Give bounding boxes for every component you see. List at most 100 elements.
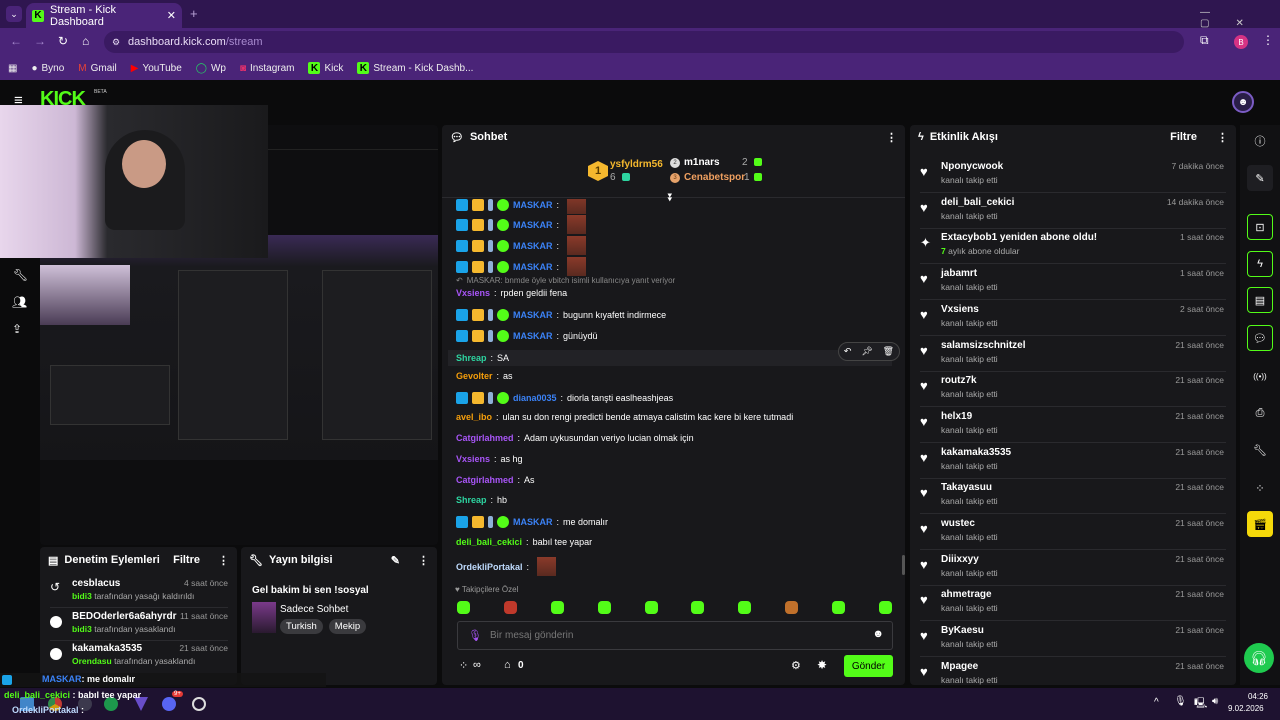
tag[interactable]: Mekip [328,619,367,634]
clock-time[interactable]: 04:26 [1247,692,1268,701]
store-icon[interactable]: ⌂ [504,659,511,671]
broadcast-icon[interactable]: ((•)) [1253,371,1267,381]
menu-icon[interactable]: ⋮ [1262,33,1274,47]
emote-button[interactable] [550,601,564,614]
emote-button[interactable] [785,601,799,614]
chat-username[interactable]: deli_bali_cekici [456,537,523,547]
hamburger-menu-icon[interactable]: ≡ [14,92,23,109]
chat-message[interactable]: ↶ MASKAR: bnmde öyle vbitch isimli kulla… [456,276,675,285]
bookmark-youtube[interactable]: ▶ YouTube [131,63,182,74]
chat-username[interactable]: MASKAR [513,517,553,527]
users-icon[interactable]: 👥︎ [12,295,28,309]
chat-message[interactable]: MASKAR: [456,199,587,214]
moderation-item[interactable]: kakamaka3535 Orendasu tarafından yasaklan… [48,643,228,673]
chat-username[interactable]: Shreap [456,495,487,505]
delete-icon[interactable]: 🗑︎ [882,346,895,356]
home-icon[interactable]: ⌂ [82,34,90,48]
more-options-icon[interactable]: ⋮ [886,131,897,144]
chat-username[interactable]: avel_ibo [456,412,493,422]
chat-message[interactable]: Shreap: hb [456,495,507,505]
reload-icon[interactable]: ↻ [58,34,69,48]
chat-message[interactable]: Gevolter: as [456,371,513,381]
upload-icon[interactable]: ⇪ [12,322,23,336]
chat-message[interactable]: Catgirlahmed: Adam uykusundan veriyo luci… [456,433,694,443]
emote-button[interactable] [878,601,892,614]
more-options-icon[interactable]: ⋮ [218,554,229,567]
info-icon[interactable]: ⓘ [1254,136,1266,148]
chat-username[interactable]: MASKAR [513,199,553,210]
chat-message[interactable]: OrdekliPortakal: [456,557,557,576]
channel-points-icon[interactable]: ⁘ [459,660,469,672]
wrench-icon[interactable]: 🔧︎ [13,268,29,282]
chat-username[interactable]: Catgirlahmed [456,433,514,443]
activity-item[interactable]: ♥ ByKaesu kanalı takip etti 21 saat önce [920,621,1226,658]
support-headset-icon[interactable]: 🎧︎ [1244,643,1274,673]
user-avatar[interactable]: ☻ [1232,91,1254,113]
settings-gear-icon[interactable]: ⚙ [791,660,801,672]
chat-username[interactable]: diana0035 [513,393,557,403]
chat-username[interactable]: Shreap [456,353,487,363]
activity-item[interactable]: ♥ Diiixxyy kanalı takip etti 21 saat önce [920,550,1226,586]
chat-icon[interactable]: 💬︎ [1247,325,1273,351]
activity-item[interactable]: ♥ Nponycwook kanalı takip etti 7 dakika önc… [920,157,1226,193]
spotify-icon[interactable] [104,697,118,711]
chat-message[interactable]: Catgirlahmed: As [456,475,535,485]
chat-message[interactable]: Shreap: SA [448,350,892,366]
more-options-icon[interactable]: ⋮ [418,554,429,567]
window-controls[interactable]: —▢✕ [1200,7,1270,29]
chat-message[interactable]: Vxsiens: rpden geldii fena [456,288,567,298]
reply-icon[interactable]: ↶ [843,346,852,356]
chat-username[interactable]: Vxsiens [456,288,491,298]
activity-item[interactable]: ♥ salamsizschnitzel kanalı takip etti 21 sa… [920,336,1226,372]
network-icon[interactable]: 🖳 [1194,698,1208,709]
chat-message[interactable]: MASKAR: günüydü [456,330,598,342]
url-bar[interactable]: ⚙ dashboard.kick.com/stream [104,31,1184,53]
chat-message[interactable]: MASKAR: [456,215,587,234]
tab-list-chevron-icon[interactable]: ⌄ [6,6,22,22]
kick-logo[interactable]: KICK [40,88,86,110]
emote-button[interactable] [597,601,611,614]
activity-item[interactable]: ♥ ahmetrage kanalı takip etti 21 saat önce [920,585,1226,622]
leader-name[interactable]: Cenabetspor [684,172,746,183]
filter-button[interactable]: Filtre [173,554,200,566]
profile-avatar[interactable]: B [1234,35,1248,49]
activity-item[interactable]: ♥ routz7k kanalı takip etti 21 saat önce [920,371,1226,408]
activity-item[interactable]: ♥ Takayasuu kanalı takip etti 21 saat önce [920,478,1226,515]
leader-name[interactable]: ysfyldrm56 [610,159,663,170]
chat-message[interactable]: deli_bali_cekici: babıl tee yapar [456,537,592,547]
extensions-icon[interactable]: ⧉ [1200,33,1209,47]
chat-scrollbar[interactable] [902,555,905,575]
clapper-icon[interactable]: 🎬︎ [1247,511,1273,537]
chat-message[interactable]: Vxsiens: as hg [456,454,523,464]
category-name[interactable]: Sadece Sohbet [280,604,349,615]
site-info-icon[interactable]: ⚙ [112,36,121,47]
close-tab-icon[interactable]: ✕ [166,10,176,22]
chat-username[interactable]: Gevolter [456,371,493,381]
microphone-tray-icon[interactable]: 🎙︎ [1174,696,1187,707]
stream-preview-video[interactable] [40,235,438,460]
pin-icon[interactable]: 📌︎ [861,346,873,356]
send-button[interactable]: Gönder [844,655,893,677]
chat-input[interactable]: 🎙︎ Bir mesaj gönderin ☻ [457,621,893,650]
chat-message[interactable]: MASKAR: me domalır [456,516,608,528]
new-tab-icon[interactable]: + [190,6,198,21]
obs-icon[interactable] [192,697,206,711]
edit-pencil-icon[interactable]: ✎ [390,554,400,567]
chat-message[interactable]: MASKAR: bugunn kıyafett indirmece [456,309,666,321]
chat-username[interactable]: OrdekliPortakal [456,561,523,572]
chat-username[interactable]: MASKAR [513,310,553,320]
emote-button[interactable] [503,601,517,614]
volume-icon[interactable]: 🔊︎ [1212,696,1219,707]
emote-button[interactable] [691,601,705,614]
moderation-item[interactable]: ↺ cesblacus bidi3 tarafından yasağı kaldır… [48,578,228,608]
chat-message[interactable]: MASKAR: [456,257,587,276]
chat-message[interactable]: diana0035: diorla tanşti easlheashjeas [456,392,673,404]
back-icon[interactable]: ← [10,34,22,48]
wrench-icon[interactable]: 🔧︎ [1253,444,1267,457]
moderation-item[interactable]: BEDOderler6a6ahyrdr bidi3 tarafından yasa… [48,611,228,641]
chat-message[interactable]: MASKAR: [456,236,587,255]
camera-scan-icon[interactable]: ⊡ [1247,214,1273,240]
collapse-leaderboard-icon[interactable]: ⏬︎ [668,192,674,204]
bookmark-wp[interactable]: ◯ Wp [196,63,226,74]
emote-button[interactable] [832,601,845,614]
